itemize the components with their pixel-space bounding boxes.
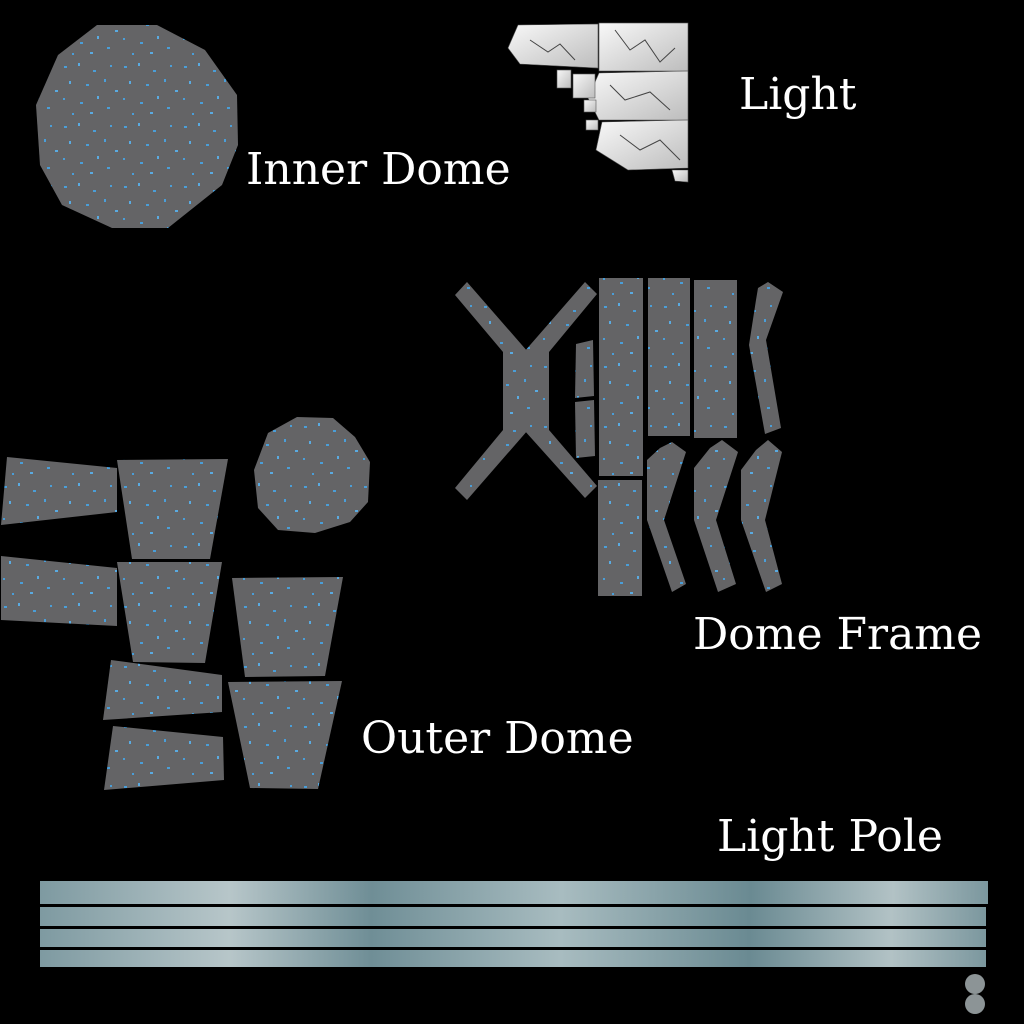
- pole-strip: [40, 950, 986, 967]
- pole-cap: [965, 974, 985, 994]
- light-panel: [585, 119, 599, 131]
- light-panel: [507, 23, 599, 69]
- light-panel: [595, 119, 689, 171]
- outer-dome-panel: [228, 681, 342, 789]
- light-panel: [671, 169, 689, 183]
- pole-strip: [40, 907, 986, 926]
- frame-panel: [598, 480, 642, 596]
- outer-dome-label: Outer Dome: [361, 713, 634, 764]
- outer-dome-texture: [1, 417, 370, 790]
- pole-strip: [40, 881, 988, 904]
- frame-strip: [694, 440, 738, 592]
- frame-strip: [749, 282, 783, 434]
- light-panel: [572, 73, 596, 99]
- inner-dome-texture: [36, 25, 238, 228]
- outer-dome-panel: [232, 577, 343, 677]
- pole-cap: [965, 994, 985, 1014]
- outer-dome-panel: [104, 726, 224, 790]
- frame-strip: [455, 282, 528, 500]
- light-label: Light: [739, 69, 857, 120]
- light-pole-texture: [40, 881, 988, 1014]
- outer-dome-panel: [1, 457, 117, 525]
- outer-dome-panel: [117, 562, 222, 663]
- light-panel: [583, 99, 597, 113]
- inner-dome-label: Inner Dome: [246, 144, 511, 195]
- dome-frame-texture: [455, 278, 783, 596]
- frame-strip: [575, 340, 594, 398]
- light-texture: [507, 22, 689, 183]
- outer-dome-cap: [254, 417, 370, 533]
- light-panel: [598, 22, 689, 72]
- light-crack: [529, 29, 681, 161]
- frame-panel: [694, 280, 737, 438]
- frame-panel: [648, 278, 690, 436]
- frame-strip: [575, 400, 595, 458]
- frame-strip: [741, 440, 782, 592]
- light-pole-label: Light Pole: [717, 811, 943, 862]
- dome-frame-label: Dome Frame: [693, 609, 983, 660]
- outer-dome-panel: [117, 459, 228, 559]
- frame-strip: [647, 442, 686, 592]
- inner-dome-disc: [36, 25, 238, 228]
- frame-panel: [599, 278, 643, 476]
- frame-strip: [524, 282, 597, 498]
- pole-strip: [40, 929, 986, 947]
- outer-dome-panel: [103, 660, 222, 720]
- outer-dome-panel: [1, 556, 117, 626]
- light-panel: [556, 69, 572, 89]
